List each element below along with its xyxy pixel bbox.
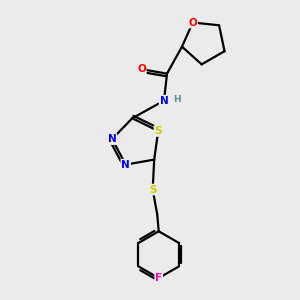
Text: O: O (188, 17, 197, 28)
Text: N: N (160, 96, 168, 106)
Text: N: N (121, 160, 130, 170)
Text: S: S (154, 126, 162, 136)
Text: H: H (173, 95, 180, 104)
Text: O: O (137, 64, 146, 74)
Text: F: F (155, 273, 162, 283)
Text: N: N (108, 134, 116, 144)
Text: S: S (149, 184, 156, 195)
